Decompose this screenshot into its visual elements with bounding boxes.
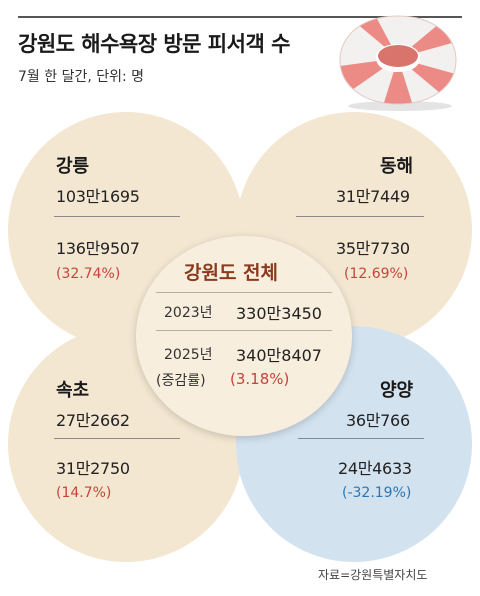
- gangneung-2025-value: 136만9507: [56, 239, 140, 258]
- chart-subtitle: 7월 한 달간, 단위: 명: [18, 69, 145, 85]
- donghae-2023-value: 31만7449: [336, 187, 410, 206]
- source-note: 자료=강원특별자치도: [318, 568, 428, 582]
- region-name-sokcho: 속초: [56, 380, 90, 401]
- swim-ring-illustration: [339, 15, 457, 111]
- total-year1-label: 2023년: [164, 305, 213, 321]
- sokcho-2023-value: 27만2662: [56, 411, 130, 430]
- gangneung-change: (32.74%): [56, 266, 121, 282]
- total-change: (3.18%): [230, 370, 290, 388]
- donghae-divider: [296, 216, 424, 217]
- donghae-change: (12.69%): [344, 266, 409, 282]
- total-center-circle: [136, 236, 352, 436]
- donghae-2025-value: 35만7730: [336, 239, 410, 258]
- total-change-label: (증감률): [156, 373, 206, 389]
- gangneung-divider: [54, 216, 180, 217]
- chart-title: 강원도 해수욕장 방문 피서객 수: [18, 32, 290, 56]
- yangyang-change: (-32.19%): [342, 485, 412, 501]
- region-name-gangneung: 강릉: [56, 156, 90, 177]
- yangyang-2025-value: 24만4633: [338, 459, 412, 478]
- gangneung-2023-value: 103만1695: [56, 187, 140, 206]
- yangyang-2023-value: 36만766: [346, 411, 410, 430]
- total-year2-value: 340만8407: [236, 346, 322, 365]
- total-year1-value: 330만3450: [236, 304, 322, 323]
- yangyang-divider: [298, 438, 424, 439]
- sokcho-2025-value: 31만2750: [56, 459, 130, 478]
- total-year2-label: 2025년: [164, 347, 213, 363]
- sokcho-divider: [54, 438, 180, 439]
- region-name-donghae: 동해: [380, 156, 414, 177]
- sokcho-change: (14.7%): [56, 485, 112, 501]
- top-rule: [18, 16, 462, 18]
- total-title: 강원도 전체: [184, 262, 279, 284]
- total-divider-top: [156, 292, 332, 293]
- region-name-yangyang: 양양: [380, 380, 414, 401]
- total-divider-bottom: [156, 330, 332, 331]
